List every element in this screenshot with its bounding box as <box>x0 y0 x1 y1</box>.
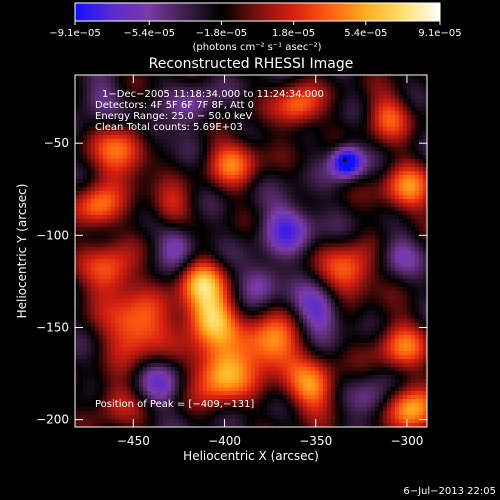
info-line: Energy Range: 25.0 − 50.0 keV <box>95 111 252 122</box>
x-axis-label: Heliocentric X (arcsec) <box>183 449 319 463</box>
x-tick-label: −450 <box>117 434 150 448</box>
colorbar-gradient <box>74 2 441 22</box>
peak-annotation: Position of Peak = [−409,−131] <box>95 399 254 410</box>
timestamp: 6−Jul−2013 22:05 <box>403 486 496 497</box>
colorbar-tick-label: 5.4e−05 <box>344 28 387 39</box>
colorbar-tick-label: −9.1e−05 <box>49 28 101 39</box>
min-marker <box>342 157 348 162</box>
colorbar: −9.1e−05 −5.4e−05 −1.8e−05 1.8e−05 5.4e−05 9.… <box>49 2 462 53</box>
y-tick-label: −200 <box>36 413 69 427</box>
chart-title: Reconstructed RHESSI Image <box>149 56 354 72</box>
colorbar-tick-label: −1.8e−05 <box>196 28 248 39</box>
heatmap-image <box>75 75 427 427</box>
y-tick-label: −50 <box>44 136 69 150</box>
x-tick-label: −350 <box>299 434 332 448</box>
y-axis-ticks: −50 −100 −150 −200 <box>36 136 427 427</box>
y-tick-label: −100 <box>36 228 69 242</box>
colorbar-ticks: −9.1e−05 −5.4e−05 −1.8e−05 1.8e−05 5.4e−05 9.… <box>49 21 462 39</box>
x-tick-label: −400 <box>208 434 241 448</box>
colorbar-tick-label: 9.1e−05 <box>418 28 461 39</box>
y-axis-label: Heliocentric Y (arcsec) <box>15 184 29 319</box>
info-annotations: 1−Dec−2005 11:18:34.000 to 11:24:34.000D… <box>95 89 324 133</box>
heatmap-image-container <box>75 75 427 427</box>
plot-frame <box>74 74 428 428</box>
y-tick-label: −150 <box>36 320 69 334</box>
colorbar-tick-label: −5.4e−05 <box>123 28 175 39</box>
minimum-point <box>342 157 348 162</box>
info-line: Clean Total counts: 5.69E+03 <box>95 122 243 133</box>
plot-area: −450 −400 −350 −300 −50 −100 −150 −200 <box>36 74 428 448</box>
colorbar-unit-label: (photons cm⁻² s⁻¹ asec⁻²) <box>192 42 321 53</box>
info-line: Detectors: 4F 5F 6F 7F 8F, Att 0 <box>95 100 254 111</box>
info-line: 1−Dec−2005 11:18:34.000 to 11:24:34.000 <box>102 89 324 100</box>
colorbar-tick-label: 1.8e−05 <box>272 28 315 39</box>
x-tick-label: −300 <box>390 434 423 448</box>
x-axis-ticks: −450 −400 −350 −300 <box>117 75 423 448</box>
